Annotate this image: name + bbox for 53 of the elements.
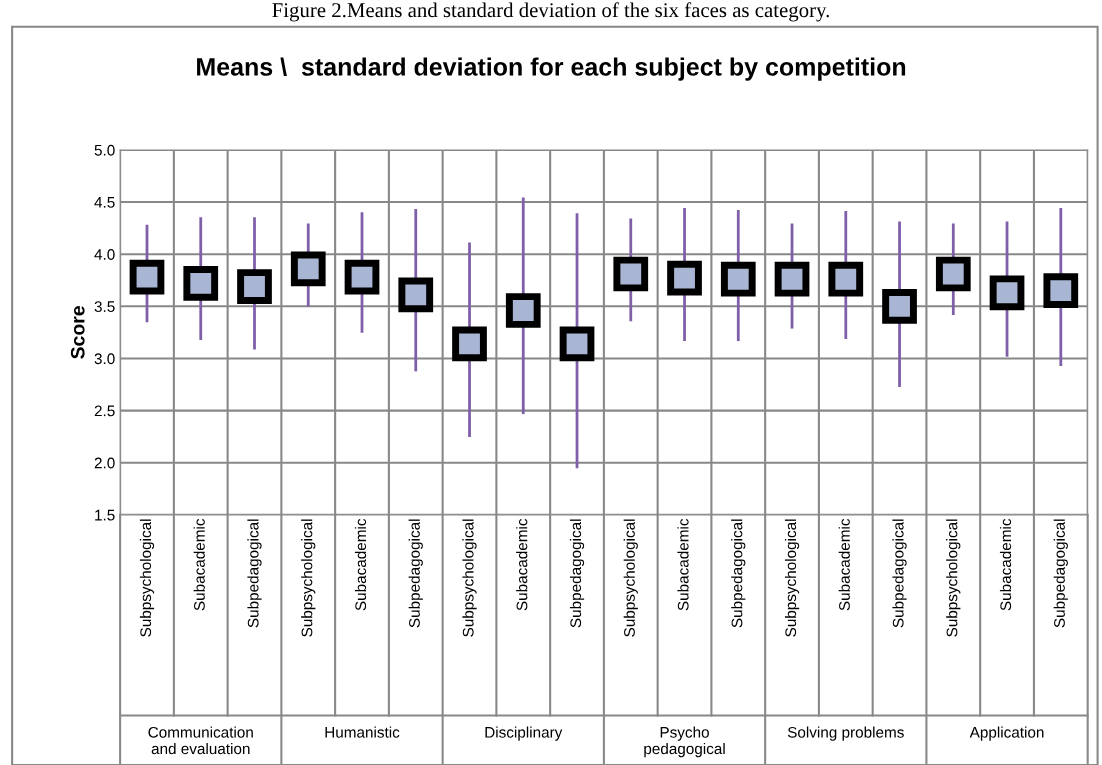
y-tick-label: 3.5 [94, 301, 115, 313]
point [667, 260, 702, 296]
point [559, 326, 595, 362]
text: Application [969, 726, 1044, 741]
point [882, 288, 917, 324]
y-tick-label: 4.0 [94, 249, 115, 260]
x-tick-label: Subacademic [838, 518, 850, 611]
x-tick-label: Subpedagogical [892, 519, 907, 628]
x-tick-label: Subacademic [999, 518, 1012, 611]
point [290, 251, 326, 287]
point [613, 256, 649, 292]
x-tick-label: Subpedagogical [569, 519, 585, 628]
x-tick-label: Subacademic [193, 518, 205, 611]
x-tick-label: Subacademic [677, 518, 689, 611]
x-tick-label: Subpsychological [946, 519, 961, 637]
x-tick-label: Subpsychological [139, 519, 155, 637]
x-tick-label: Subacademic [516, 518, 528, 611]
y-tick-label: 5.0 [94, 144, 115, 156]
y-tick-label: 2.0 [94, 457, 115, 469]
x-tick-label: Subacademic [354, 518, 367, 611]
text: Communication and evaluation [148, 726, 253, 755]
point [344, 259, 380, 295]
point [774, 261, 810, 297]
text: Solving problems [787, 726, 904, 741]
point [237, 269, 272, 304]
x-tick-label: Subpedagogical [731, 519, 746, 628]
point [828, 261, 864, 297]
x-tick-label: Subpsychological [623, 519, 638, 637]
x-tick-label: Subpedagogical [247, 519, 262, 628]
point [720, 261, 756, 297]
x-tick-label: Subpsychological [462, 519, 477, 637]
text: Humanistic [325, 726, 400, 738]
caption: Figure 2.Means and standard deviation of the six faces as category. [272, 2, 829, 22]
x-tick-label: Subpedagogical [408, 519, 423, 628]
y-tick-label: 4.5 [94, 197, 115, 208]
x-tick-label: Subpedagogical [1053, 519, 1068, 628]
point [183, 266, 219, 301]
point [452, 326, 487, 362]
point [989, 275, 1025, 311]
point [935, 256, 971, 292]
point [505, 293, 541, 328]
y-tick-label: 1.5 [95, 509, 115, 521]
y-tick-label: 2.5 [94, 405, 115, 417]
y-tick-label: 3.0 [94, 353, 115, 365]
y-axis-title: Score [70, 306, 85, 359]
chart-title: Means \ standard deviation for each subject by competition [197, 57, 906, 81]
x-tick-label: Subpsychological [784, 519, 800, 637]
point [1043, 273, 1079, 309]
point [129, 259, 165, 295]
x-tick-label: Subpsychological [301, 519, 316, 637]
text: Psycho pedagogical [644, 726, 725, 758]
text: Disciplinary [485, 726, 563, 741]
point [398, 277, 434, 313]
